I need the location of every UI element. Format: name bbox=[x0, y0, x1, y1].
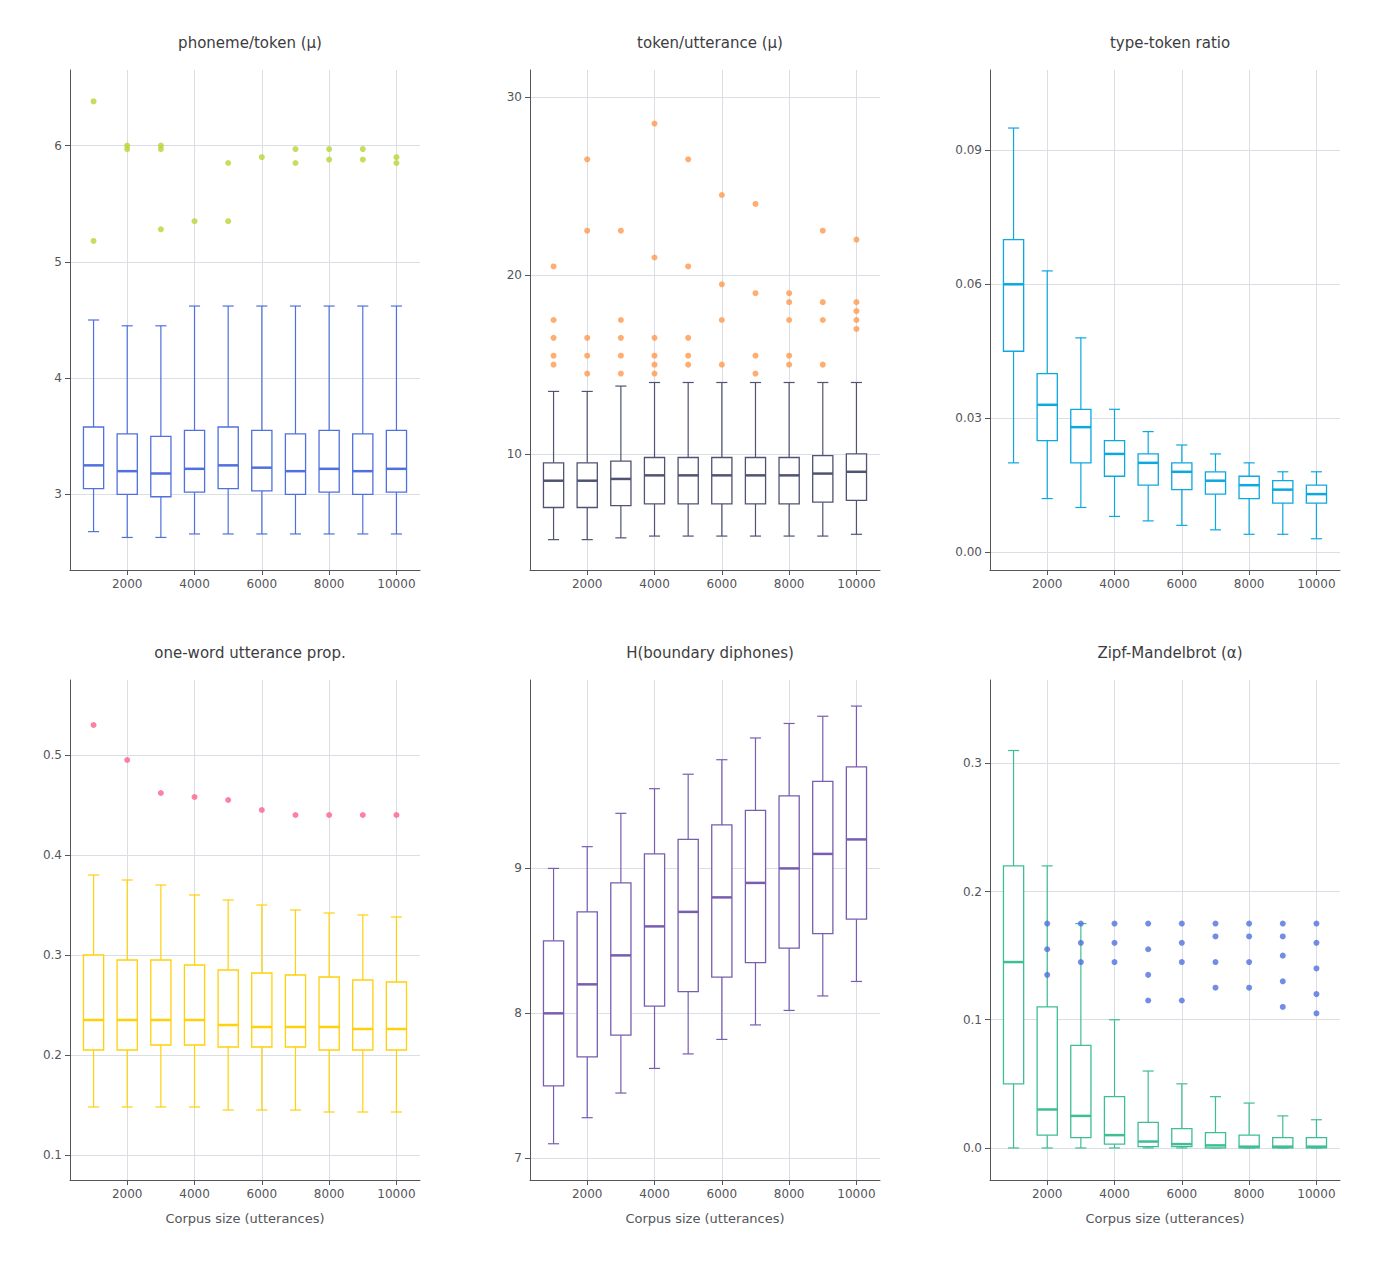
svg-text:9: 9 bbox=[514, 861, 522, 875]
svg-text:6000: 6000 bbox=[707, 1187, 738, 1201]
svg-text:0.3: 0.3 bbox=[963, 756, 982, 770]
svg-text:20: 20 bbox=[507, 268, 522, 282]
svg-text:8000: 8000 bbox=[314, 1187, 345, 1201]
svg-text:2000: 2000 bbox=[112, 1187, 143, 1201]
svg-text:10000: 10000 bbox=[1297, 1187, 1335, 1201]
svg-text:4000: 4000 bbox=[639, 1187, 670, 1201]
svg-text:8000: 8000 bbox=[774, 577, 805, 591]
svg-text:one-word utterance prop.: one-word utterance prop. bbox=[154, 644, 345, 662]
svg-text:0.2: 0.2 bbox=[963, 885, 982, 899]
svg-text:8000: 8000 bbox=[314, 577, 345, 591]
svg-text:6000: 6000 bbox=[1167, 577, 1198, 591]
svg-text:2000: 2000 bbox=[1032, 1187, 1063, 1201]
svg-text:4000: 4000 bbox=[1099, 577, 1130, 591]
svg-text:token/utterance (μ): token/utterance (μ) bbox=[637, 34, 783, 52]
svg-text:0.1: 0.1 bbox=[963, 1013, 982, 1027]
svg-text:10000: 10000 bbox=[837, 1187, 875, 1201]
svg-text:3: 3 bbox=[54, 487, 62, 501]
svg-text:10: 10 bbox=[507, 447, 522, 461]
svg-text:4: 4 bbox=[54, 371, 62, 385]
svg-text:Corpus size (utterances): Corpus size (utterances) bbox=[165, 1211, 324, 1226]
svg-text:H(boundary diphones): H(boundary diphones) bbox=[626, 644, 794, 662]
svg-text:10000: 10000 bbox=[377, 1187, 415, 1201]
svg-text:4000: 4000 bbox=[639, 577, 670, 591]
svg-text:8000: 8000 bbox=[1234, 1187, 1265, 1201]
svg-text:6: 6 bbox=[54, 139, 62, 153]
svg-text:6000: 6000 bbox=[247, 577, 278, 591]
svg-text:4000: 4000 bbox=[179, 577, 210, 591]
svg-text:0.2: 0.2 bbox=[43, 1048, 62, 1062]
svg-text:Corpus size (utterances): Corpus size (utterances) bbox=[625, 1211, 784, 1226]
svg-text:Corpus size (utterances): Corpus size (utterances) bbox=[1085, 1211, 1244, 1226]
svg-text:0.1: 0.1 bbox=[43, 1148, 62, 1162]
svg-text:8000: 8000 bbox=[1234, 577, 1265, 591]
svg-text:type-token ratio: type-token ratio bbox=[1110, 34, 1230, 52]
svg-text:5: 5 bbox=[54, 255, 62, 269]
svg-text:0.03: 0.03 bbox=[955, 411, 982, 425]
svg-text:2000: 2000 bbox=[572, 577, 603, 591]
svg-text:0.5: 0.5 bbox=[43, 748, 62, 762]
svg-text:0.4: 0.4 bbox=[43, 848, 62, 862]
svg-text:10000: 10000 bbox=[377, 577, 415, 591]
svg-text:phoneme/token (μ): phoneme/token (μ) bbox=[178, 34, 322, 52]
svg-text:10000: 10000 bbox=[837, 577, 875, 591]
svg-text:0.0: 0.0 bbox=[963, 1141, 982, 1155]
svg-text:0.06: 0.06 bbox=[955, 277, 982, 291]
svg-text:0.3: 0.3 bbox=[43, 948, 62, 962]
svg-text:8000: 8000 bbox=[774, 1187, 805, 1201]
svg-text:0.09: 0.09 bbox=[955, 143, 982, 157]
svg-text:2000: 2000 bbox=[112, 577, 143, 591]
svg-text:Zipf-Mandelbrot (α): Zipf-Mandelbrot (α) bbox=[1097, 644, 1242, 662]
svg-text:4000: 4000 bbox=[179, 1187, 210, 1201]
svg-text:2000: 2000 bbox=[1032, 577, 1063, 591]
svg-text:6000: 6000 bbox=[707, 577, 738, 591]
svg-text:7: 7 bbox=[514, 1151, 522, 1165]
svg-text:6000: 6000 bbox=[247, 1187, 278, 1201]
svg-text:8: 8 bbox=[514, 1006, 522, 1020]
svg-text:10000: 10000 bbox=[1297, 577, 1335, 591]
svg-text:30: 30 bbox=[507, 90, 522, 104]
svg-text:4000: 4000 bbox=[1099, 1187, 1130, 1201]
svg-text:6000: 6000 bbox=[1167, 1187, 1198, 1201]
svg-text:0.00: 0.00 bbox=[955, 545, 982, 559]
svg-text:2000: 2000 bbox=[572, 1187, 603, 1201]
